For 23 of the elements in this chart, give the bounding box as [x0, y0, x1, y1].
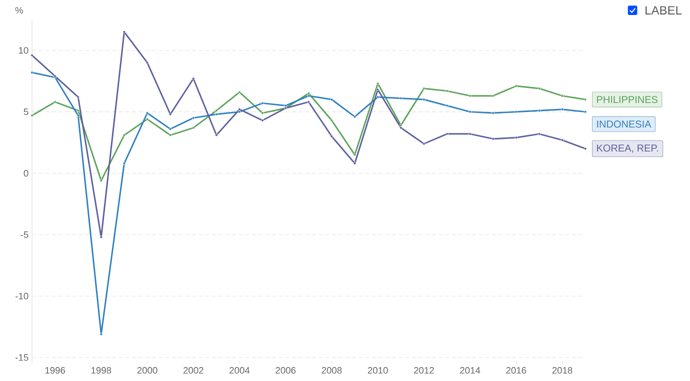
- x-tick-label: 2002: [183, 367, 204, 374]
- x-tick-label: 2016: [506, 367, 526, 374]
- x-tick-label: 1996: [45, 367, 66, 374]
- x-tick-label: 2006: [276, 367, 296, 374]
- x-tick-label: 2014: [460, 367, 480, 374]
- y-tick-label: -10: [16, 292, 28, 300]
- series-label: INDONESIA: [597, 120, 652, 128]
- x-tick-label: 2012: [414, 367, 434, 374]
- y-tick-label: -5: [20, 231, 28, 238]
- x-tick-label: 2008: [322, 367, 342, 374]
- series-label: PHILIPPINES: [597, 96, 658, 104]
- text: LABEL: [646, 6, 682, 14]
- x-tick-label: 1998: [92, 367, 112, 374]
- x-tick-label: 2018: [552, 367, 572, 374]
- y-tick-label: -15: [16, 354, 28, 361]
- y-tick-label: 5: [24, 108, 28, 116]
- series-label: KOREA, REP.: [597, 144, 658, 153]
- x-tick-label: 2010: [368, 367, 388, 374]
- x-tick-label: 2004: [230, 367, 250, 374]
- x-tick-label: 2000: [137, 367, 158, 374]
- y-axis-title: %: [15, 7, 23, 14]
- y-tick-label: 10: [18, 47, 28, 54]
- y-tick-label: 0: [24, 170, 28, 177]
